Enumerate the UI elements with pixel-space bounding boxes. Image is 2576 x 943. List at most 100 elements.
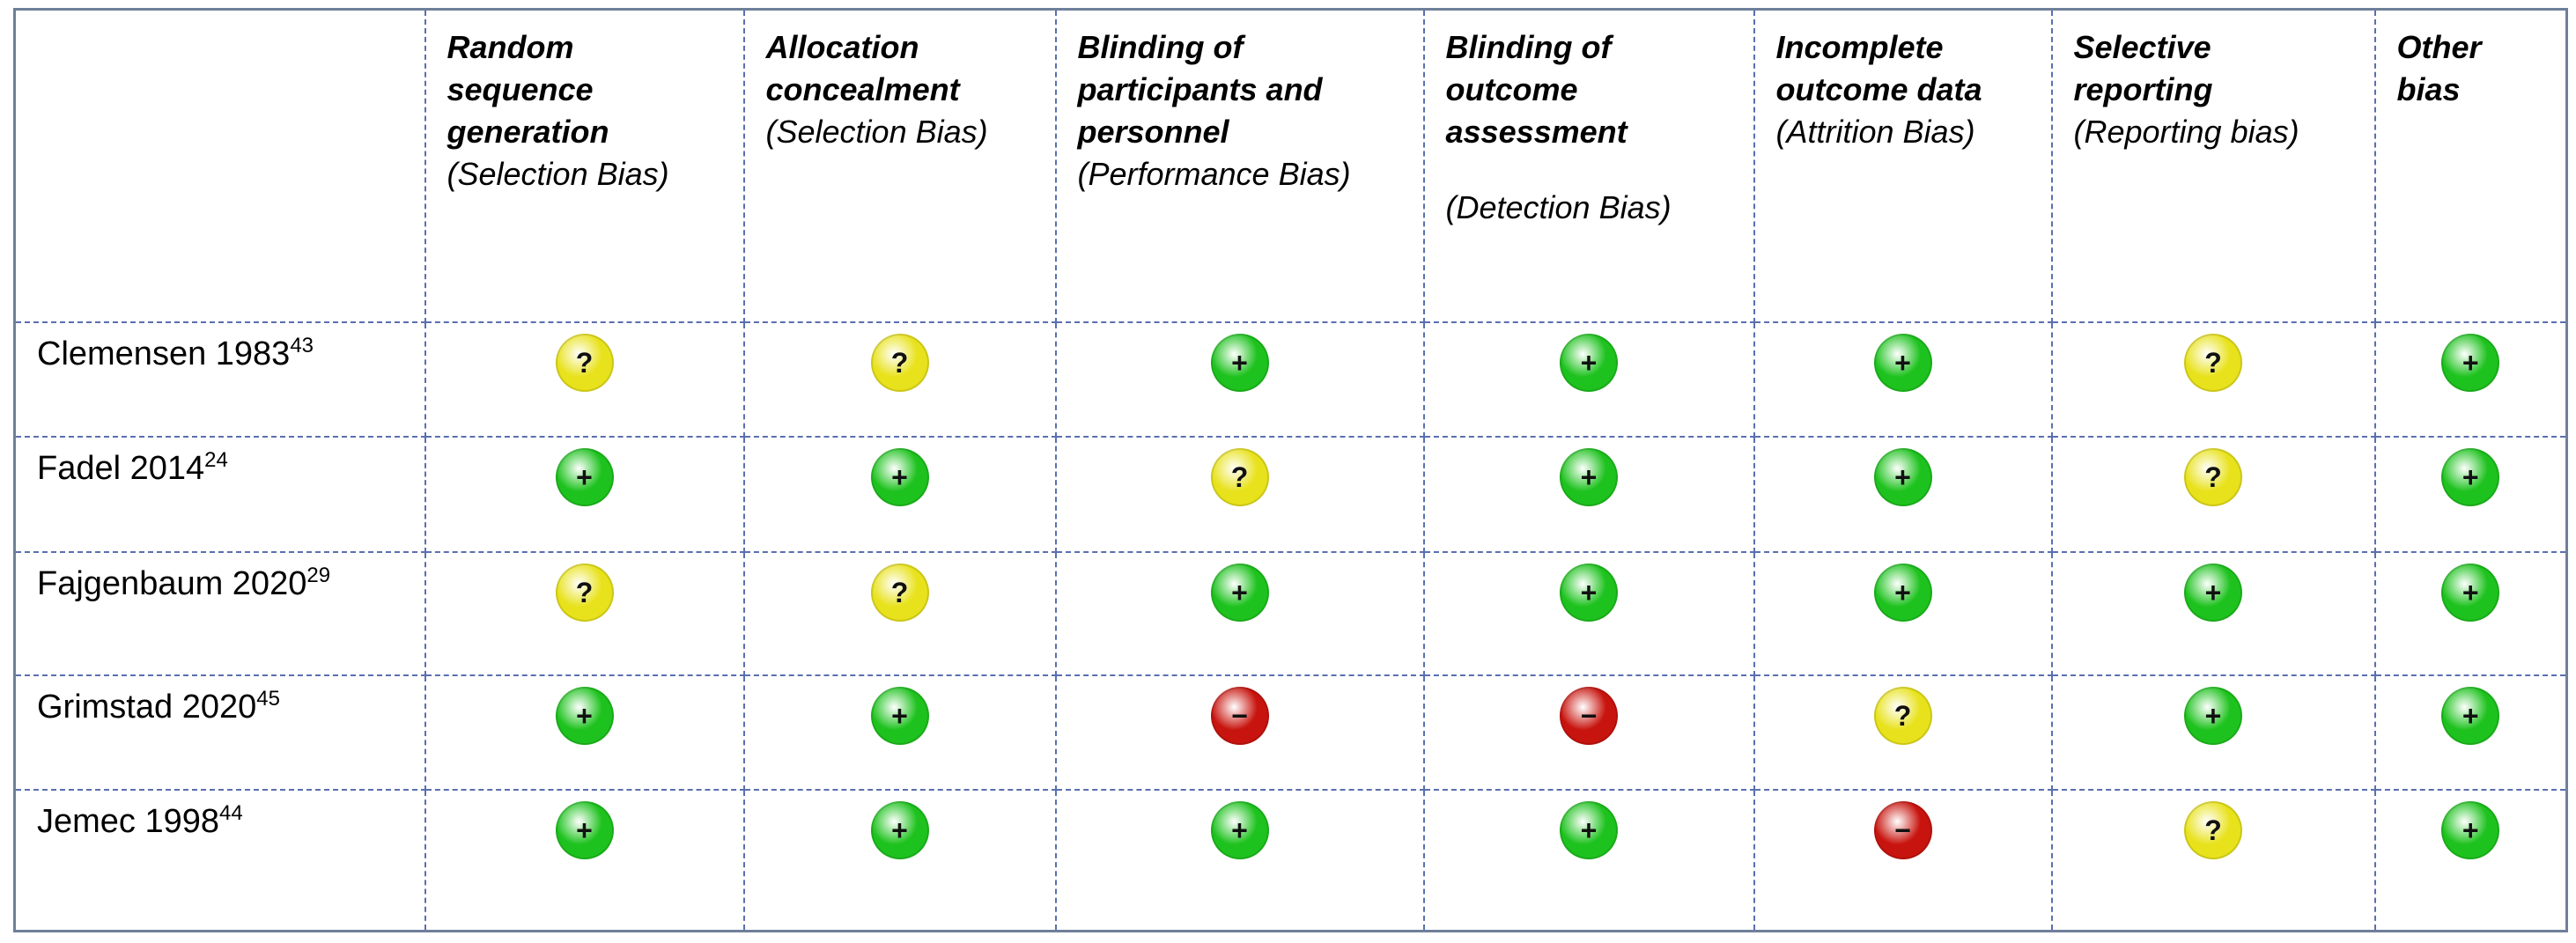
study-cell: Fadel 201424 xyxy=(13,435,426,553)
judgement-icon: ? xyxy=(870,563,929,622)
judgement-icon: + xyxy=(1560,333,1618,392)
column-title: Selective reporting xyxy=(2073,29,2213,107)
study-name: Fadel 2014 xyxy=(37,449,205,487)
judgement-icon: + xyxy=(555,800,614,859)
judgement-cell: + xyxy=(2373,674,2568,791)
reference: 44 xyxy=(219,800,243,825)
judgement-icon: + xyxy=(1210,563,1269,622)
column-subtitle: (Performance Bias) xyxy=(1077,156,1351,192)
judgement-icon: + xyxy=(1560,563,1618,622)
judgement-cell: + xyxy=(2050,550,2376,676)
study-name: Jemec 1998 xyxy=(37,802,220,840)
study-row: Jemec 199844 + + + + −? + xyxy=(13,788,2568,932)
column-subtitle: (Selection Bias) xyxy=(765,114,988,150)
judgement-cell: + xyxy=(2373,320,2568,438)
judgement-cell: + xyxy=(1753,320,2053,438)
judgement-icon: ? xyxy=(2184,333,2242,392)
reference: 29 xyxy=(306,563,331,587)
judgement-icon: + xyxy=(2441,333,2500,392)
judgement-cell: ? xyxy=(742,320,1057,438)
judgement-icon: ? xyxy=(1873,686,1932,745)
judgement-icon: + xyxy=(2184,563,2242,622)
judgement-icon: ? xyxy=(2184,447,2242,506)
judgement-cell: + xyxy=(2050,674,2376,791)
study-cell: Jemec 199844 xyxy=(13,788,426,932)
judgement-icon: + xyxy=(2441,447,2500,506)
judgement-icon: + xyxy=(2184,686,2242,745)
study-row: Grimstad 202045 + + − −? + + xyxy=(13,674,2568,791)
judgement-cell: + xyxy=(2373,788,2568,932)
reference: 24 xyxy=(204,447,228,472)
judgement-icon: ? xyxy=(555,563,614,622)
judgement-cell: ? xyxy=(1753,674,2053,791)
judgement-cell: + xyxy=(424,674,745,791)
judgement-icon: + xyxy=(1210,333,1269,392)
judgement-cell: + xyxy=(1753,550,2053,676)
judgement-cell: + xyxy=(1753,435,2053,553)
table-wrap: Random sequence generation (Selection Bia… xyxy=(13,8,2568,932)
judgement-icon: + xyxy=(2441,686,2500,745)
column-subtitle: (Detection Bias) xyxy=(1445,189,1672,225)
judgement-cell: + xyxy=(424,435,745,553)
study-cell: Grimstad 202045 xyxy=(13,674,426,791)
column-title: Blinding of participants and personnel xyxy=(1077,29,1323,150)
study-row: Clemensen 198343?? + + +? + xyxy=(13,320,2568,438)
judgement-icon: + xyxy=(1560,800,1618,859)
judgement-cell: + xyxy=(424,788,745,932)
judgement-icon: + xyxy=(1560,447,1618,506)
column-subtitle: (Attrition Bias) xyxy=(1775,114,1975,150)
study-name: Clemensen 1983 xyxy=(37,335,291,372)
judgement-icon: + xyxy=(1873,333,1932,392)
corner-cell xyxy=(13,8,426,323)
column-title: Allocation concealment xyxy=(765,29,960,107)
column-header: Random sequence generation (Selection Bia… xyxy=(424,8,745,323)
judgement-cell: + xyxy=(2373,435,2568,553)
judgement-cell: ? xyxy=(1054,435,1425,553)
study-name: Fajgenbaum 2020 xyxy=(37,564,307,602)
judgement-cell: + xyxy=(1054,320,1425,438)
judgement-cell: ? xyxy=(424,550,745,676)
reference: 43 xyxy=(290,333,314,357)
judgement-icon: + xyxy=(2441,563,2500,622)
column-subtitle: (Selection Bias) xyxy=(447,156,669,192)
judgement-icon: − xyxy=(1873,800,1932,859)
judgement-cell: ? xyxy=(2050,435,2376,553)
study-cell: Fajgenbaum 202029 xyxy=(13,550,426,676)
judgement-icon: + xyxy=(870,800,929,859)
judgement-icon: + xyxy=(1210,800,1269,859)
judgement-cell: ? xyxy=(2050,788,2376,932)
judgement-cell: + xyxy=(1054,788,1425,932)
judgement-icon: ? xyxy=(555,333,614,392)
column-title: Random sequence generation xyxy=(447,29,609,150)
risk-of-bias-table: Random sequence generation (Selection Bia… xyxy=(13,8,2568,932)
judgement-icon: − xyxy=(1560,686,1618,745)
judgement-icon: ? xyxy=(2184,800,2242,859)
column-header: Other bias xyxy=(2373,8,2568,323)
judgement-cell: + xyxy=(742,788,1057,932)
study-row: Fajgenbaum 202029?? + + + + + xyxy=(13,550,2568,676)
judgement-icon: ? xyxy=(1210,447,1269,506)
judgement-icon: ? xyxy=(870,333,929,392)
judgement-icon: + xyxy=(555,447,614,506)
study-cell: Clemensen 198343 xyxy=(13,320,426,438)
column-header: Selective reporting (Reporting bias) xyxy=(2050,8,2376,323)
judgement-cell: − xyxy=(1422,674,1755,791)
column-subtitle: (Reporting bias) xyxy=(2073,114,2299,150)
judgement-icon: − xyxy=(1210,686,1269,745)
study-row: Fadel 201424 + +? + +? + xyxy=(13,435,2568,553)
column-title: Other bias xyxy=(2396,29,2482,107)
judgement-icon: + xyxy=(555,686,614,745)
column-header: Allocation concealment (Selection Bias) xyxy=(742,8,1057,323)
judgement-cell: − xyxy=(1753,788,2053,932)
judgement-cell: + xyxy=(1054,550,1425,676)
judgement-cell: ? xyxy=(742,550,1057,676)
reference: 45 xyxy=(256,686,280,711)
judgement-cell: ? xyxy=(424,320,745,438)
judgement-cell: + xyxy=(1422,435,1755,553)
judgement-cell: + xyxy=(1422,550,1755,676)
judgement-cell: + xyxy=(1422,320,1755,438)
judgement-icon: + xyxy=(870,447,929,506)
judgement-icon: + xyxy=(1873,447,1932,506)
judgement-cell: − xyxy=(1054,674,1425,791)
